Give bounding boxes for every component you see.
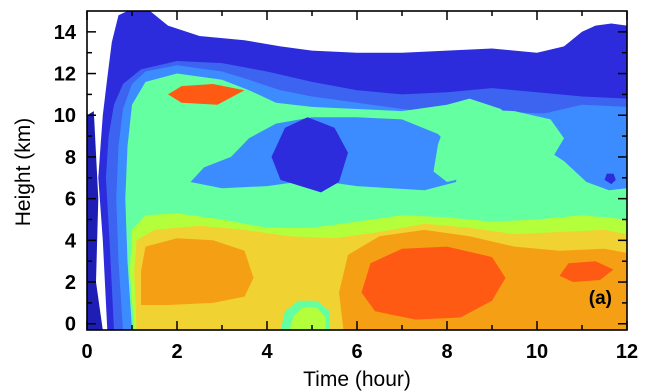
- contour-region-band-8: [361, 246, 506, 320]
- y-tick-label-0: 0: [65, 314, 76, 336]
- y-tick-label-6: 6: [65, 189, 76, 211]
- x-tick-label-0: 0: [81, 341, 92, 363]
- axis-ticks: 0 2 4 6 8 10 12 0 2 4 6 8 10 12 14: [54, 11, 638, 363]
- x-tick-label-10: 10: [526, 341, 548, 363]
- y-tick-label-14: 14: [54, 22, 77, 44]
- x-axis-title: Time (hour): [303, 368, 411, 391]
- y-tick-label-10: 10: [54, 105, 76, 127]
- panel-label: (a): [589, 288, 612, 309]
- contour-region-band-6: [141, 238, 254, 305]
- contour-region-band-10: [168, 84, 245, 105]
- contour-regions: [87, 11, 627, 330]
- contour-region-band-9: [559, 261, 614, 282]
- contour-region-band-14: [433, 109, 564, 182]
- contour-region-band-12: [271, 117, 348, 193]
- contour-region-band-19: [87, 11, 100, 26]
- x-tick-label-8: 8: [441, 341, 452, 363]
- x-tick-label-12: 12: [616, 341, 638, 363]
- y-tick-label-2: 2: [65, 272, 76, 294]
- contour-region-band-15: [604, 173, 616, 185]
- contour-region-band-18: [87, 111, 103, 330]
- x-tick-label-2: 2: [171, 341, 182, 363]
- y-tick-label-4: 4: [65, 230, 77, 252]
- y-tick-label-12: 12: [54, 64, 76, 86]
- y-tick-label-8: 8: [65, 147, 76, 169]
- x-tick-label-6: 6: [351, 341, 362, 363]
- y-axis-title: Height (km): [12, 118, 35, 227]
- x-tick-label-4: 4: [261, 341, 273, 363]
- contour-region-band-17: [289, 307, 326, 330]
